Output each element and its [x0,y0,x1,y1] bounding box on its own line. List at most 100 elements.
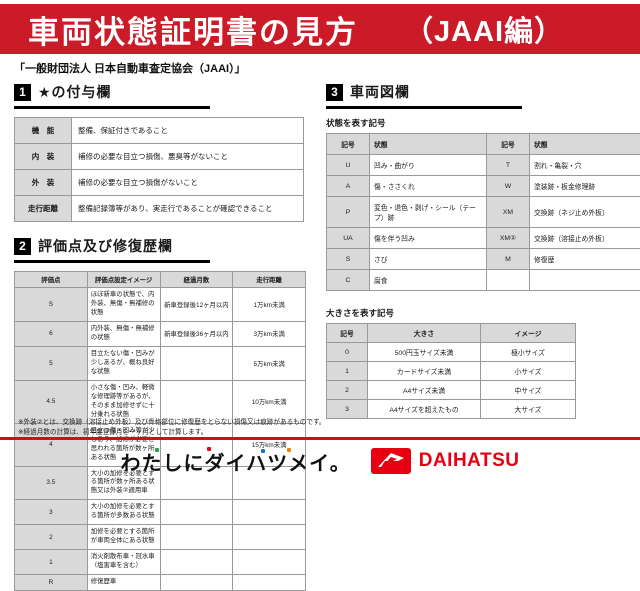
state-cell: 変色・退色・剥げ・シール（テープ）跡 [370,197,487,228]
criteria-label: 機 能 [15,118,72,144]
score-cell: 4.5 [15,380,88,423]
section2-heading: 2 評価点及び修復歴欄 [14,236,210,263]
section2-title: 評価点及び修復歴欄 [38,236,173,256]
image-cell: 中サイズ [481,381,576,400]
page-title: 車両状態証明書の見方 [28,7,358,52]
column-header: イメージ [481,324,576,343]
score-cell: 6 [15,321,88,346]
symbol-cell: U [327,155,370,176]
column-header: 大きさ [368,324,481,343]
table-row: 0 500円玉サイズ未満 極小サイズ [327,343,576,362]
column-header: 評価点 [15,272,88,288]
footnotes: ※外装②とは、交換跡（溶接止め外板）及び骨格部位に修復歴をとらない損傷又は痕跡が… [18,418,326,438]
page-header: 車両状態証明書の見方 （JAAI編） [0,4,640,54]
distance-cell [233,500,306,525]
daihatsu-brand: DAIHATSU [371,448,520,474]
column-header: 記号 [327,324,368,343]
symbol-cell: 0 [327,343,368,362]
distance-cell: 5万km未満 [233,346,306,380]
state-cell: 交換跡（溶接止め外板） [530,228,640,249]
section2-number-badge: 2 [14,238,31,255]
table-row: C 腐食 [327,270,640,291]
column-header: 経過月数 [160,272,233,288]
size-symbols-caption: 大きさを表す記号 [326,307,628,319]
star-criteria-table: 機 能 整備、保証付きであること 内 装 補修の必要な目立つ損傷、悪臭等がないこ… [14,117,304,222]
table-row: S さび M 修復歴 [327,249,640,270]
score-cell: R [15,575,88,591]
table-row: UA 傷を伴う凹み XM② 交換跡（溶接止め外板） [327,228,640,249]
distance-cell [233,525,306,550]
state-cell: 傷・ささくれ [370,176,487,197]
score-cell: 3 [15,500,88,525]
daihatsu-tagline: わたしにダイハツメイ。 [121,447,351,476]
footer-divider [0,437,640,440]
symbol-cell: T [487,155,530,176]
organization-subtitle: 「一般財団法人 日本自動車査定協会（JAAI）」 [14,60,246,76]
table-row: A 傷・ささくれ W 塗装跡・板金修理跡 [327,176,640,197]
criteria-desc: 整備記録簿等があり、実走行であることが確認できること [72,196,304,222]
distance-cell: 3万km未満 [233,321,306,346]
tagline-accent [155,448,159,452]
state-cell: 修復歴 [530,249,640,270]
table-row: 3 大小の加修を必要とする箇所が多数ある状態 [15,500,306,525]
column-header: 状態 [370,134,487,155]
desc-cell: ほぼ新車の状態で、内外装、無傷・無補修の状態 [87,288,160,322]
page-title-edition: （JAAI編） [404,8,564,50]
table-row: S ほぼ新車の状態で、内外装、無傷・無補修の状態 新車登録後12ヶ月以内 1万k… [15,288,306,322]
image-cell: 小サイズ [481,362,576,381]
symbol-cell: W [487,176,530,197]
column-header: 記号 [487,134,530,155]
months-cell: 新車登録後12ヶ月以内 [160,288,233,322]
table-row: P 変色・退色・剥げ・シール（テープ）跡 XM 交換跡（ネジ止め外板） [327,197,640,228]
section1-title: ★の付与欄 [38,82,112,102]
table-row: 6 内外装、無傷・無補修の状態 新車登録後36ヶ月以内 3万km未満 [15,321,306,346]
size-cell: 500円玉サイズ未満 [368,343,481,362]
table-row: 3 A4サイズを超えたもの 大サイズ [327,400,576,419]
distance-cell [233,550,306,575]
footnote-line: ※外装②とは、交換跡（溶接止め外板）及び骨格部位に修復歴をとらない損傷又は痕跡が… [18,418,326,428]
tagline-accent [207,447,211,451]
column-header: 評価点設定イメージ [87,272,160,288]
section1-heading: 1 ★の付与欄 [14,82,210,109]
symbol-cell: 1 [327,362,368,381]
column-header: 記号 [327,134,370,155]
size-cell: カードサイズ未満 [368,362,481,381]
tagline-accent [287,448,291,452]
desc-cell: 目立たない傷・凹みが少しあるが、概ね良好な状態 [87,346,160,380]
table-row: 5 目立たない傷・凹みが少しあるが、概ね良好な状態 5万km未満 [15,346,306,380]
symbol-cell: UA [327,228,370,249]
left-column: 1 ★の付与欄 機 能 整備、保証付きであること 内 装 補修の必要な目立つ損傷… [14,82,316,591]
symbol-cell: P [327,197,370,228]
column-header: 状態 [530,134,640,155]
state-cell: 割れ・亀裂・穴 [530,155,640,176]
section1-number-badge: 1 [14,84,31,101]
section3-number-badge: 3 [326,84,343,101]
brand-name: DAIHATSU [419,450,520,472]
score-cell: 5 [15,346,88,380]
right-column: 3 車両図欄 状態を表す記号 記号 状態 記号 状態 U 凹み・曲がり T 割れ… [326,82,628,419]
desc-cell: 修復歴車 [87,575,160,591]
months-cell [160,380,233,423]
score-cell: S [15,288,88,322]
state-symbols-table: 記号 状態 記号 状態 U 凹み・曲がり T 割れ・亀裂・穴 A 傷・ささくれ … [326,133,640,291]
state-cell: 塗装跡・板金修理跡 [530,176,640,197]
months-cell [160,550,233,575]
table-header-row: 記号 大きさ イメージ [327,324,576,343]
section3-title: 車両図欄 [350,82,410,102]
symbol-cell: A [327,176,370,197]
state-cell: 腐食 [370,270,487,291]
column-header: 走行距離 [233,272,306,288]
criteria-label: 内 装 [15,144,72,170]
table-row: 2 A4サイズ未満 中サイズ [327,381,576,400]
state-symbols-caption: 状態を表す記号 [326,117,628,129]
distance-cell: 10万km未満 [233,380,306,423]
table-row: 4.5 小さな傷・凹み、軽微な修理跡等があるが、そのまま加修せずに十分乗れる状態… [15,380,306,423]
state-cell [530,270,640,291]
symbol-cell: 3 [327,400,368,419]
image-cell: 極小サイズ [481,343,576,362]
size-cell: A4サイズ未満 [368,381,481,400]
state-cell: 傷を伴う凹み [370,228,487,249]
desc-cell: 消火剤散布車・冠水車（塩害車を含む） [87,550,160,575]
image-cell: 大サイズ [481,400,576,419]
daihatsu-logo-icon [371,448,411,474]
